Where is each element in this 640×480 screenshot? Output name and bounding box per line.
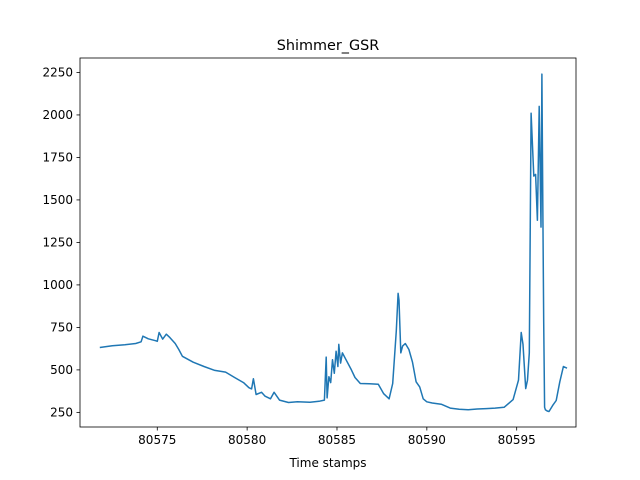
y-tick-label: 1500 (42, 193, 73, 207)
y-tick-label: 750 (50, 320, 73, 334)
y-tick-label: 500 (50, 363, 73, 377)
y-tick-label: 2000 (42, 108, 73, 122)
x-tick-label: 80595 (498, 433, 536, 447)
x-tick-label: 80575 (138, 433, 176, 447)
y-tick-label: 1000 (42, 278, 73, 292)
x-tick-label: 80585 (318, 433, 356, 447)
series-line (99, 73, 568, 413)
plot-frame (79, 57, 577, 428)
x-tick-label: 80590 (408, 433, 446, 447)
ticks-layer: 80575 80580 80585 80590 80595 250 500 750 1000 12… (42, 65, 535, 447)
y-tick-label: 1250 (42, 235, 73, 249)
y-tick-label: 250 (50, 405, 73, 419)
x-axis-label: Time stamps (288, 456, 366, 470)
y-tick-label: 1750 (42, 150, 73, 164)
y-tick-label: 2250 (42, 65, 73, 79)
x-tick-label: 80580 (228, 433, 266, 447)
chart-title: Shimmer_GSR (277, 38, 380, 54)
